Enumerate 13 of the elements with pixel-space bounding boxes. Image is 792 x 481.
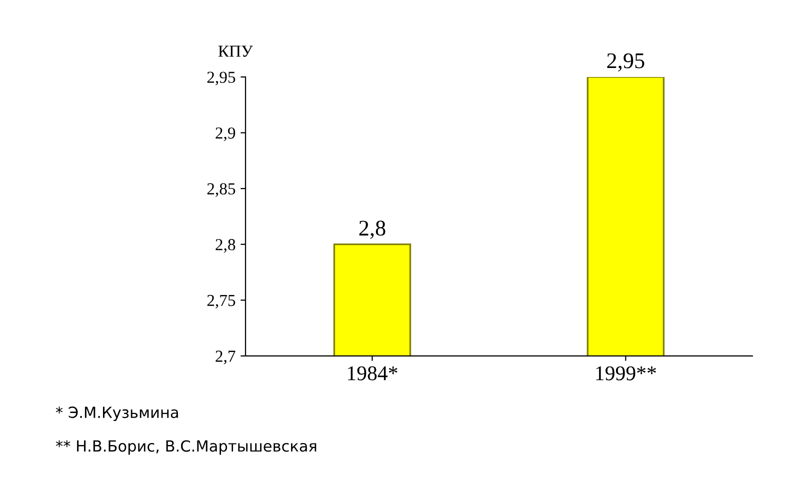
text: ** Н.В.Борис, В.С.Мартышевская — [56, 440, 316, 455]
y-tick-label: 2,85 — [207, 183, 236, 197]
data-label: 2,95 — [607, 53, 644, 72]
x-tick-label: 1984* — [348, 366, 398, 380]
text: * Э.М.Кузьмина — [56, 406, 178, 422]
x-tick-label: 1999** — [596, 366, 656, 380]
y-tick-label: 2,95 — [207, 72, 236, 86]
y-tick-label: 2,75 — [207, 294, 236, 308]
data-label: 2,8 — [359, 220, 386, 239]
y-tick-label: 2,7 — [216, 350, 236, 364]
y-tick-label: 2,8 — [216, 239, 236, 253]
y-tick-label: 2,9 — [216, 128, 236, 142]
y-axis-title: КПУ — [218, 46, 253, 57]
